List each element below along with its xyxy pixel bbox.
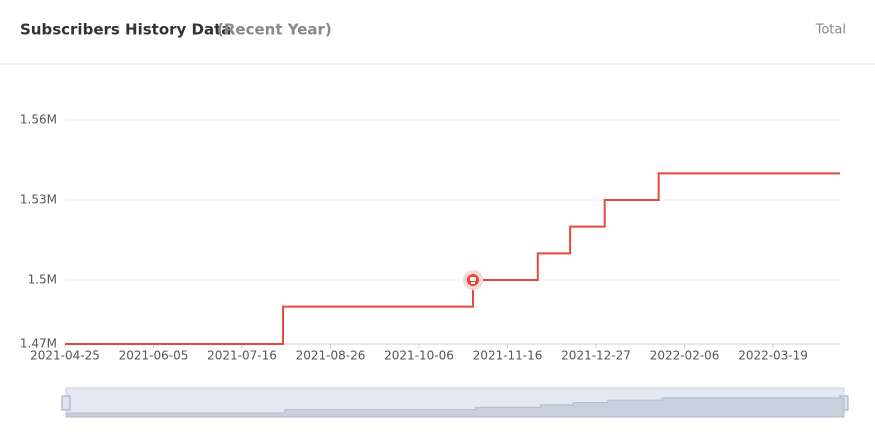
- trophy-cup: [470, 277, 477, 281]
- x-tick-label: 2021-10-06: [384, 349, 454, 363]
- line: [65, 172, 840, 345]
- overview-line: [65, 397, 845, 418]
- x-tick-label: 2022-03-19: [738, 349, 808, 363]
- zoom-handle[interactable]: [61, 395, 71, 411]
- total-tab[interactable]: Total: [815, 23, 846, 38]
- x-tick-label: 2021-11-16: [473, 349, 543, 363]
- x-tick-label: 2021-07-16: [207, 349, 277, 363]
- x-tick-label: 2022-02-06: [650, 349, 720, 363]
- subtitle: (Recent Year): [217, 21, 332, 39]
- x-tick-label: 2021-08-26: [296, 349, 366, 363]
- title: Subscribers History Data: [20, 21, 231, 39]
- x-tick-label: 2021-12-27: [561, 349, 631, 363]
- y-tick-label: 1.53M: [20, 193, 57, 207]
- x-tick-label: 2021-04-25: [30, 349, 100, 363]
- trophy-base: [471, 282, 476, 284]
- y-tick-label: 1.56M: [20, 113, 57, 127]
- y-tick-label: 1.47M: [20, 337, 57, 351]
- y-tick-label: 1.5M: [28, 273, 57, 287]
- x-tick-label: 2021-06-05: [119, 349, 189, 363]
